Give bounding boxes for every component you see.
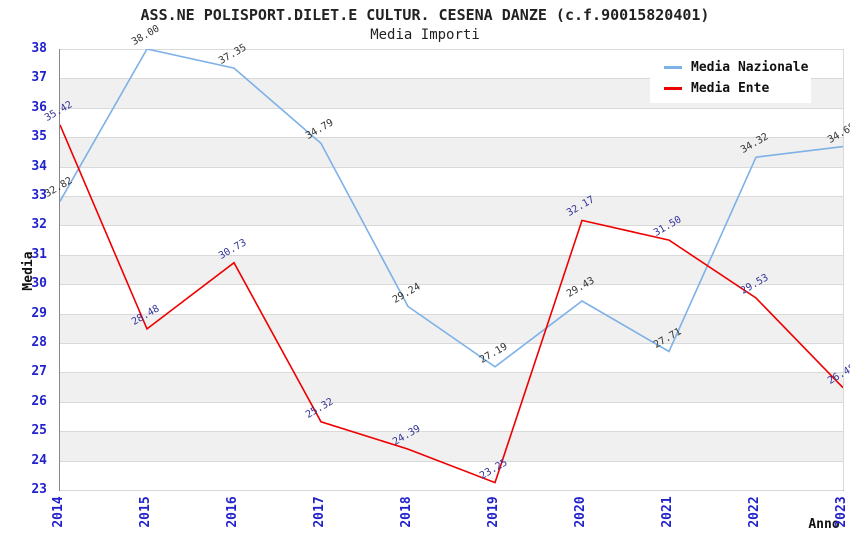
- x-tick-label: 2018: [399, 496, 414, 528]
- legend-label-media-nazionale: Media Nazionale: [691, 59, 809, 75]
- y-tick-label: 35: [31, 129, 47, 145]
- gridline: [60, 401, 843, 403]
- y-tick-label: 26: [31, 393, 47, 409]
- x-tick-label: 2023: [834, 496, 849, 528]
- x-tick-label: 2017: [312, 496, 327, 528]
- y-tick-label: 23: [31, 482, 47, 497]
- gridline: [60, 78, 843, 80]
- legend: Media Nazionale Media Ente: [650, 53, 811, 103]
- legend-item-media-nazionale: Media Nazionale: [650, 60, 811, 75]
- chart-title: ASS.NE POLISPORT.DILET.E CULTUR. CESENA …: [140, 6, 710, 24]
- y-tick-label: 37: [31, 70, 47, 86]
- plot-band: [60, 166, 843, 196]
- plot-area: [59, 49, 844, 491]
- series-line-media-ente: [60, 124, 843, 484]
- legend-item-media-ente: Media Ente: [650, 81, 811, 96]
- y-tick-label: 27: [31, 364, 47, 380]
- x-tick-label: 2019: [486, 496, 501, 528]
- y-tick-label: 34: [31, 158, 47, 174]
- gridline: [60, 431, 843, 433]
- series-line-media-nazionale: [60, 49, 843, 368]
- gridline: [60, 107, 843, 109]
- gridline: [60, 137, 843, 139]
- plot-band: [60, 431, 843, 461]
- legend-label-media-ente: Media Ente: [691, 81, 770, 97]
- x-tick-label: 2014: [51, 496, 66, 528]
- gridline: [60, 225, 843, 227]
- y-tick-label: 25: [31, 423, 47, 439]
- gridline: [60, 460, 843, 462]
- gridline: [60, 372, 843, 374]
- gridline: [60, 343, 843, 344]
- plot-band: [60, 343, 843, 373]
- y-tick-label: 33: [31, 188, 47, 203]
- y-tick-label: 29: [31, 305, 47, 321]
- plot-band: [60, 137, 843, 167]
- plot-band: [60, 107, 843, 138]
- x-tick-label: 2022: [747, 496, 762, 528]
- plot-band: [60, 196, 843, 226]
- gridline: [60, 254, 843, 256]
- y-tick-label: 24: [31, 452, 47, 468]
- plot-band: [60, 313, 843, 343]
- x-tick-label: 2015: [138, 496, 153, 528]
- y-tick-label: 28: [31, 335, 47, 350]
- plot-band: [60, 372, 843, 402]
- plot-band: [60, 284, 843, 314]
- y-tick-label: 36: [31, 99, 47, 115]
- gridline: [60, 166, 843, 168]
- x-tick-label: 2020: [573, 496, 588, 528]
- plot-band: [60, 225, 843, 255]
- gridline: [60, 490, 843, 491]
- plot-band: [60, 401, 843, 432]
- x-axis-title: Anno: [808, 517, 840, 532]
- gridline: [60, 313, 843, 315]
- line-series-canvas: [60, 49, 843, 484]
- y-tick-label: 31: [31, 246, 47, 262]
- x-tick-label: 2021: [660, 496, 675, 528]
- y-tick-label: 32: [31, 217, 47, 233]
- gridline: [60, 284, 843, 286]
- x-tick-label: 2016: [225, 496, 240, 528]
- chart-subtitle: Media Importi: [370, 27, 480, 43]
- gridline: [60, 196, 843, 197]
- media-ente-line-marker-icon: [664, 87, 682, 91]
- y-tick-label: 38: [31, 41, 47, 56]
- y-tick-label: 30: [31, 276, 47, 292]
- media-nazionale-line-marker-icon: [664, 65, 682, 69]
- gridline: [60, 49, 843, 50]
